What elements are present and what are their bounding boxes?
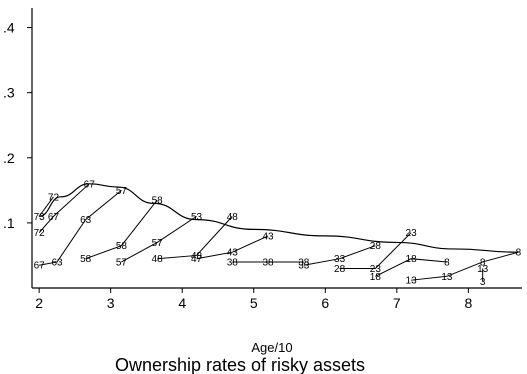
- x-tick-label: 5: [250, 295, 258, 311]
- x-tick-label: 3: [107, 295, 115, 311]
- cohort-line: [196, 235, 269, 260]
- point-label: 8: [516, 248, 522, 259]
- cohort-line: [411, 251, 519, 281]
- point-label: 72: [48, 192, 60, 203]
- y-tick-label: .3: [3, 85, 15, 101]
- cohort-line: [339, 232, 412, 269]
- y-tick-label: .4: [3, 20, 15, 36]
- point-label: 23: [370, 264, 382, 275]
- point-label: 28: [370, 241, 382, 252]
- chart-title: Ownership rates of risky assets: [115, 355, 365, 374]
- y-ticks: .1 .2 .3 .4: [3, 20, 32, 231]
- point-label: 67: [34, 261, 46, 272]
- point-label: 13: [441, 272, 453, 283]
- point-label: 43: [262, 231, 274, 242]
- point-label: 67: [84, 179, 96, 190]
- point-label: 58: [80, 254, 92, 265]
- point-label: 13: [477, 264, 489, 275]
- point-label: 33: [298, 261, 310, 272]
- point-label: 58: [152, 196, 164, 207]
- point-label: 63: [80, 215, 92, 226]
- cohort-line: [39, 189, 122, 266]
- point-label: 38: [227, 257, 239, 268]
- y-tick-label: .1: [3, 215, 15, 231]
- cohort-line: [38, 183, 90, 233]
- cohort-line: [157, 216, 233, 260]
- cohort-line: [38, 196, 54, 217]
- x-tick-label: 4: [178, 295, 186, 311]
- point-label: 38: [298, 257, 310, 268]
- point-label: 57: [116, 257, 128, 268]
- point-label: 43: [227, 248, 239, 259]
- point-label: 53: [191, 212, 203, 223]
- point-label: 38: [262, 257, 274, 268]
- cohort-line: [375, 258, 447, 277]
- point-label: 47: [191, 254, 203, 265]
- point-label: 57: [152, 238, 164, 249]
- point-label: 18: [370, 272, 382, 283]
- x-tick-label: 8: [464, 295, 472, 311]
- x-tick-label: 7: [393, 295, 401, 311]
- point-label: 3: [480, 277, 486, 288]
- cohort-series: [38, 183, 519, 282]
- point-label: 57: [116, 186, 128, 197]
- smoothed-trend: [39, 183, 519, 253]
- point-label: 63: [51, 257, 63, 268]
- point-label: 67: [48, 212, 60, 223]
- x-ticks: 2 3 4 5 6 7 8: [35, 288, 472, 311]
- x-tick-label: 6: [321, 295, 329, 311]
- x-tick-label: 2: [35, 295, 43, 311]
- point-label: 13: [406, 276, 418, 287]
- point-label: 58: [116, 241, 128, 252]
- point-label: 28: [334, 264, 346, 275]
- cohort-line: [303, 245, 376, 266]
- point-label: 18: [406, 254, 418, 265]
- smoothed-line: [39, 183, 519, 253]
- point-label: 8: [444, 257, 450, 268]
- point-label: 33: [334, 254, 346, 265]
- point-label: 72: [34, 228, 46, 239]
- point-label: 48: [191, 251, 203, 262]
- point-label: 48: [227, 212, 239, 223]
- x-axis-label: Age/10: [251, 340, 292, 355]
- point-label: 48: [152, 254, 164, 265]
- point-label: 23: [406, 228, 418, 239]
- axes: [31, 8, 522, 289]
- point-label: 8: [480, 257, 486, 268]
- y-tick-label: .2: [3, 150, 15, 166]
- cohort-line: [85, 199, 158, 260]
- point-label: 73: [34, 212, 46, 223]
- cohort-line: [121, 215, 197, 263]
